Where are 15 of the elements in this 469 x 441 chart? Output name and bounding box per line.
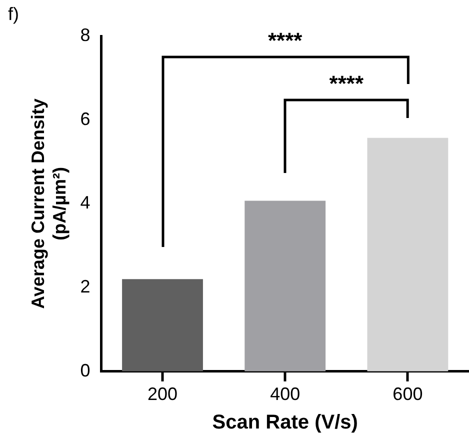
bar: [122, 279, 203, 372]
y-tick-label: 0: [80, 360, 90, 380]
x-tick-label: 400: [270, 384, 300, 404]
x-axis-title: Scan Rate (V/s): [212, 412, 358, 434]
annotation: ****: [329, 71, 364, 96]
text: f): [8, 4, 19, 24]
y-tick-label: 6: [80, 108, 90, 129]
x-tick-label: 200: [147, 384, 178, 404]
bar: [244, 200, 326, 372]
y-tick-label: 8: [80, 24, 90, 45]
y-tick-label: 2: [80, 276, 90, 297]
y-tick-label: 4: [80, 192, 90, 213]
annotation: ****: [268, 28, 303, 54]
x-tick-label: 600: [392, 384, 423, 404]
y-axis-title: Average Current Density (pA/µm²): [28, 98, 70, 309]
